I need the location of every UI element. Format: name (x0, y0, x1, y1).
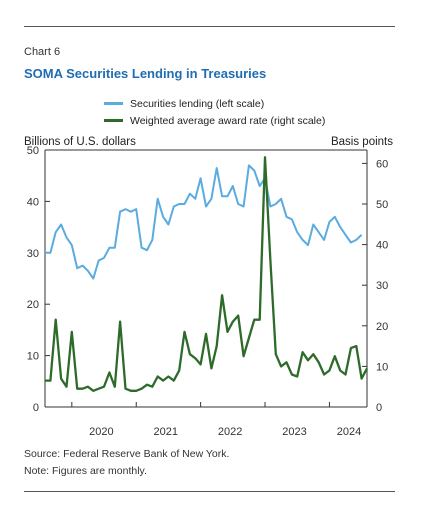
right-tick-label: 40 (376, 240, 388, 252)
left-tick-label: 20 (27, 299, 39, 311)
securities-lending-line (45, 164, 363, 280)
right-tick-label: 30 (376, 280, 388, 292)
left-axis-unit: Billions of U.S. dollars (24, 136, 136, 148)
chart-title: SOMA Securities Lending in Treasuries (24, 66, 267, 81)
right-tick-label: 60 (376, 158, 388, 170)
legend-label-lending: Securities lending (left scale) (130, 97, 265, 110)
x-tick-label: 2020 (89, 426, 113, 438)
legend-swatch-rate (104, 119, 123, 122)
legend-item-rate: Weighted average award rate (right scale… (104, 112, 325, 129)
figure-note: Note: Figures are monthly. (24, 465, 147, 477)
legend-swatch-lending (104, 102, 123, 105)
x-tick-label: 2021 (154, 426, 178, 438)
left-tick-label: 10 (27, 351, 39, 363)
chart-number: Chart 6 (24, 46, 61, 58)
left-tick-label: 40 (27, 196, 39, 208)
award-rate-line (45, 156, 369, 392)
right-tick-label: 50 (376, 199, 388, 211)
x-tick-label: 2023 (282, 426, 306, 438)
bottom-rule (24, 491, 395, 492)
right-tick-label: 0 (376, 402, 382, 414)
top-rule (24, 26, 395, 27)
legend-item-lending: Securities lending (left scale) (104, 95, 325, 112)
right-axis-unit: Basis points (330, 136, 393, 148)
source-note: Source: Federal Reserve Bank of New York… (24, 448, 230, 460)
right-tick-label: 20 (376, 321, 388, 333)
legend: Securities lending (left scale) Weighted… (104, 95, 325, 129)
left-tick-label: 50 (27, 145, 39, 157)
right-tick-label: 10 (376, 361, 388, 373)
left-tick-label: 30 (27, 248, 39, 260)
left-tick-label: 0 (33, 402, 39, 414)
x-tick-label: 2022 (218, 426, 242, 438)
legend-label-rate: Weighted average award rate (right scale… (130, 114, 326, 127)
x-tick-label: 2024 (337, 426, 361, 438)
